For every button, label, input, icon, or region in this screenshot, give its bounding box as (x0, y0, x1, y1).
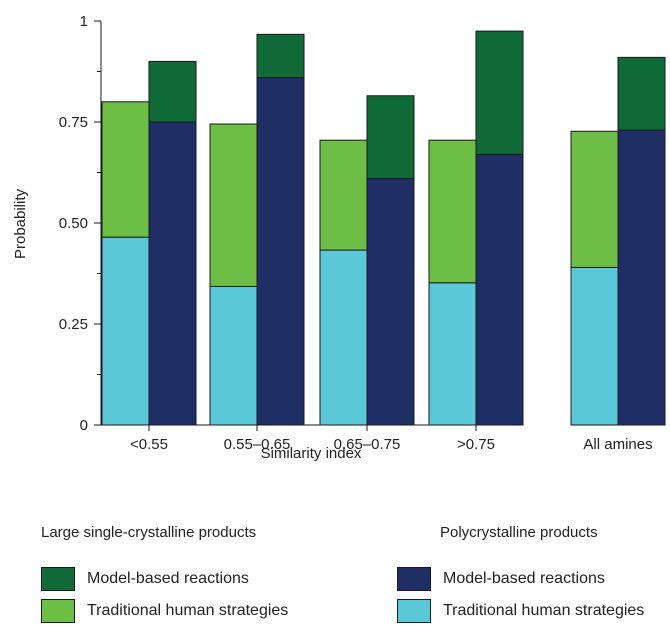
bar-traditional-poly-0-65-0-75 (319, 249, 368, 426)
bar-traditional-poly-0-55 (101, 236, 150, 426)
bar-model-single-0-55-0-65 (256, 33, 305, 79)
legend-label-poly-traditional: Traditional human strategies (443, 602, 645, 619)
x-axis-label: Similarity index (261, 445, 362, 462)
legend-swatch-single-traditional (41, 599, 75, 623)
x-tick-label-0-55: <0.55 (130, 436, 168, 453)
bar-traditional-single-0-55 (101, 101, 150, 238)
bar-model-single-0-55 (148, 60, 197, 123)
axes-layer: 0 0.25 0.50 0.75 1 (59, 13, 523, 434)
bar-model-poly-0-55 (148, 121, 197, 426)
bar-traditional-single-0-65-0-75 (319, 139, 368, 251)
bar-model-single-0-75 (475, 30, 524, 155)
legend-swatch-single-model (41, 567, 75, 591)
x-tick-label-all-amines: All amines (583, 436, 652, 453)
legend-label-single-model: Model-based reactions (87, 570, 249, 587)
bar-traditional-single-0-55-0-65 (209, 123, 258, 287)
legend-item-poly-model: Model-based reactions (397, 567, 605, 591)
x-tick-label-0-55-0-65: 0.55–0.65 (224, 436, 291, 453)
y-tick-label-0: 0 (80, 417, 88, 434)
x-tick-label-0-65-0-75: 0.65–0.75 (334, 436, 401, 453)
legend-label-single-traditional: Traditional human strategies (87, 602, 289, 619)
bar-model-poly-all-amines (617, 129, 666, 426)
y-tick-label-0-50: 0.50 (59, 215, 88, 232)
stacked-bar-chart: <0.55 0.55–0.65 0.65–0.75 >0.75 All amines 0… (12, 13, 666, 462)
y-tick-label-0-25: 0.25 (59, 316, 88, 333)
bar-model-poly-0-55-0-65 (256, 77, 305, 426)
y-axis-label: Probability (12, 188, 29, 259)
legend-heading-single: Large single-crystalline products (41, 524, 257, 541)
legend-swatch-poly-model (397, 567, 431, 591)
bar-model-single-all-amines (617, 56, 666, 131)
bar-model-poly-0-75 (475, 153, 524, 426)
bar-traditional-single-all-amines (570, 130, 619, 268)
bar-traditional-single-0-75 (428, 139, 477, 284)
legend-item-single-model: Model-based reactions (41, 567, 249, 591)
bar-traditional-poly-0-55-0-65 (209, 285, 258, 426)
legend-item-single-traditional: Traditional human strategies (41, 599, 288, 623)
legend-item-poly-traditional: Traditional human strategies (397, 599, 644, 623)
bar-model-single-0-65-0-75 (366, 95, 415, 180)
bar-traditional-poly-all-amines (570, 266, 619, 426)
bar-traditional-poly-0-75 (428, 282, 477, 426)
legend-swatch-poly-traditional (397, 599, 431, 623)
bar-model-poly-0-65-0-75 (366, 178, 415, 426)
y-tick-label-0-75: 0.75 (59, 114, 88, 131)
legend-label-poly-model: Model-based reactions (443, 570, 605, 587)
x-tick-label-0-75: >0.75 (457, 436, 495, 453)
bars-layer: <0.55 0.55–0.65 0.65–0.75 >0.75 All amines (101, 30, 666, 453)
y-tick-label-1: 1 (80, 13, 88, 30)
legend-heading-poly: Polycrystalline products (440, 524, 598, 541)
